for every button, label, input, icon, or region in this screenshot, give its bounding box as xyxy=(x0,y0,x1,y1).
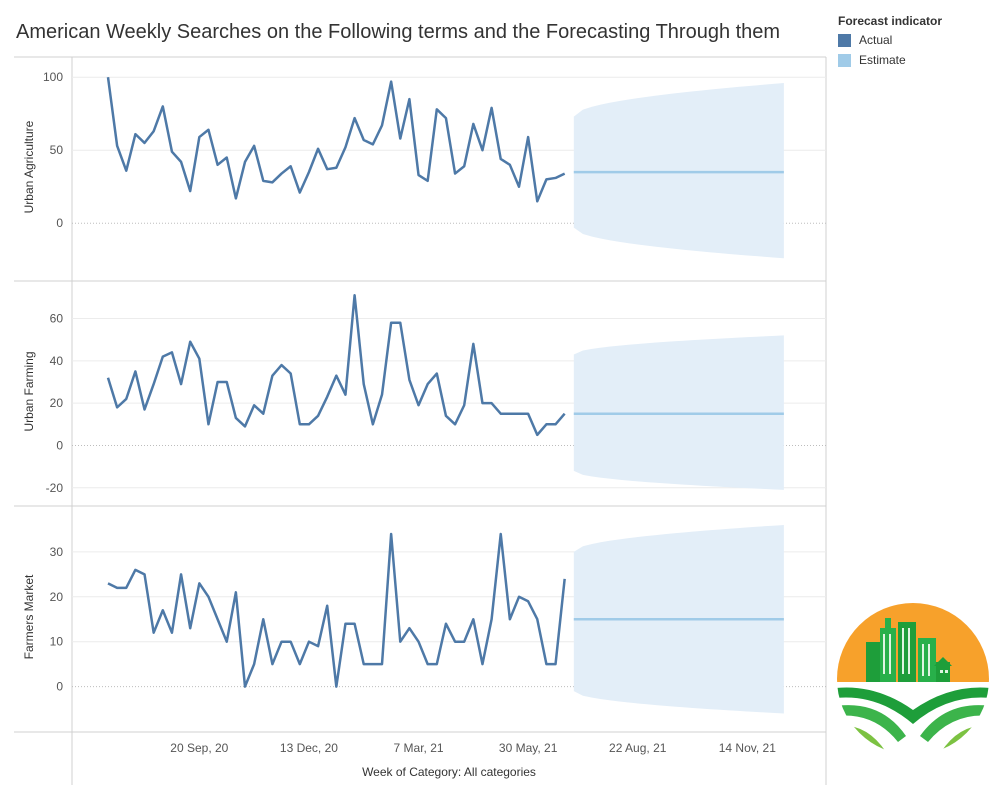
legend-swatch-estimate xyxy=(838,53,851,67)
x-tick-label: 14 Nov, 21 xyxy=(719,741,776,755)
x-tick-label: 22 Aug, 21 xyxy=(609,741,667,755)
forecast-band xyxy=(573,83,784,259)
y-tick-label: 60 xyxy=(50,312,64,326)
x-axis-label: Week of Category: All categories xyxy=(362,765,536,779)
y-tick-label: -20 xyxy=(46,481,64,495)
legend-swatch-actual xyxy=(838,33,851,47)
legend-item-actual[interactable]: Actual xyxy=(838,33,942,47)
x-tick-label: 7 Mar, 21 xyxy=(394,741,444,755)
y-tick-label: 20 xyxy=(50,396,64,410)
legend-title: Forecast indicator xyxy=(838,14,943,28)
legend: Forecast indicator Actual Estimate xyxy=(838,14,942,73)
y-tick-label: 10 xyxy=(50,635,64,649)
panel-1: -20 0 20 40 60 Urban Farming xyxy=(14,280,826,495)
legend-label-estimate: Estimate xyxy=(859,53,906,67)
x-axis: 20 Sep, 20 13 Dec, 20 7 Mar, 21 30 May, 21 2… xyxy=(170,741,776,779)
y-tick-label: 40 xyxy=(50,354,64,368)
y-axis-label: Farmers Market xyxy=(22,574,36,659)
y-tick-label: 30 xyxy=(50,545,64,559)
y-tick-label: 100 xyxy=(43,70,63,84)
y-axis-label: Urban Agriculture xyxy=(22,120,36,213)
x-tick-label: 30 May, 21 xyxy=(499,741,558,755)
x-tick-label: 20 Sep, 20 xyxy=(170,741,228,755)
y-tick-label: 0 xyxy=(56,216,63,230)
urban-farm-logo xyxy=(837,603,989,755)
y-axis-label: Urban Farming xyxy=(22,351,36,431)
panel-0: 0 50 100 Urban Agriculture xyxy=(22,70,826,259)
actual-line xyxy=(107,532,566,688)
chart-frame xyxy=(14,56,827,785)
legend-label-actual: Actual xyxy=(859,33,893,47)
legend-item-estimate[interactable]: Estimate xyxy=(838,53,942,67)
x-tick-label: 13 Dec, 20 xyxy=(280,741,338,755)
actual-line xyxy=(106,293,566,437)
y-tick-label: 0 xyxy=(56,438,63,452)
y-tick-label: 50 xyxy=(50,143,64,157)
actual-line xyxy=(106,77,566,203)
y-tick-label: 0 xyxy=(56,680,63,694)
y-tick-label: 20 xyxy=(50,590,64,604)
chart-title: American Weekly Searches on the Followin… xyxy=(16,21,781,43)
panel-2: 0 10 20 30 Farmers Market xyxy=(14,505,826,714)
